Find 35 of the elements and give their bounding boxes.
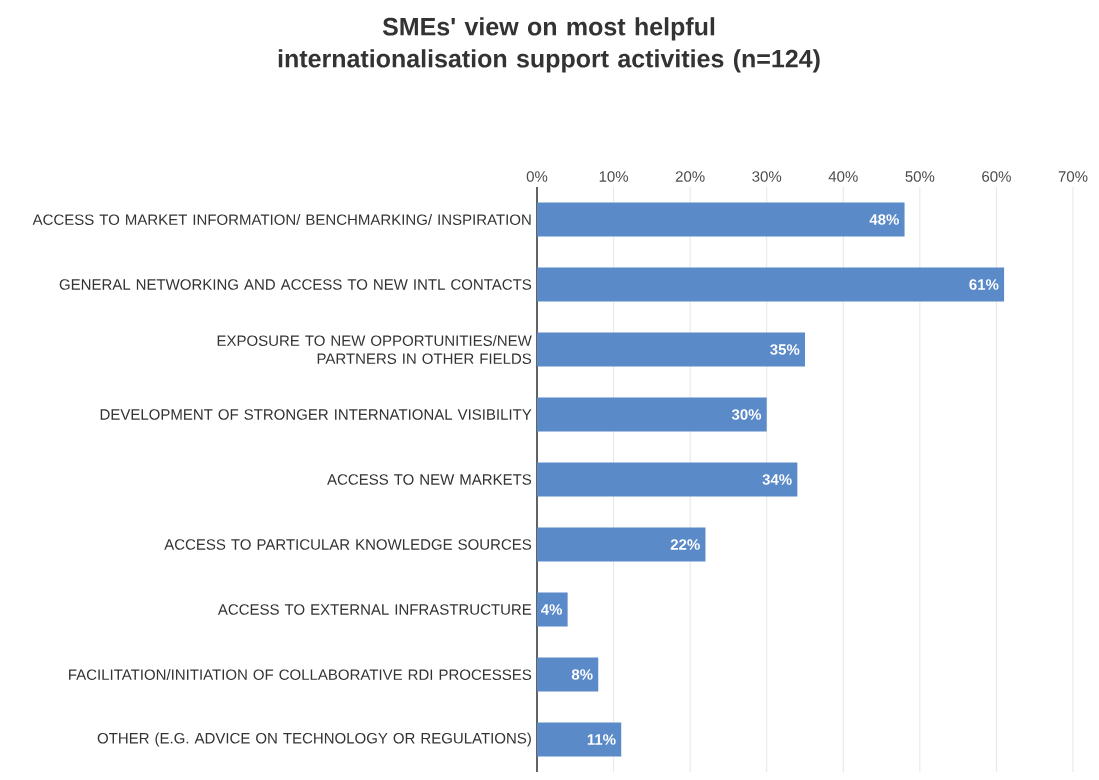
data-label: 22% — [670, 539, 700, 550]
bar — [537, 267, 1005, 302]
y-tick-label: DEVELOPMENT OF STRONGER INTERNATIONAL VISIBILITY — [100, 409, 532, 420]
bar — [537, 657, 599, 692]
y-tick-label: EXPOSURE TO NEW OPPORTUNITIES/NEW PARTNERS IN OTHER FIELDS — [217, 335, 532, 365]
x-tick-label: 20% — [675, 171, 705, 182]
x-tick-label: 50% — [905, 171, 935, 182]
data-label: 35% — [770, 344, 800, 355]
x-tick-label: 0% — [526, 171, 548, 182]
data-label: 11% — [587, 734, 616, 745]
data-label: 4% — [540, 604, 563, 615]
bar — [537, 397, 767, 432]
x-tick-label: 10% — [599, 171, 629, 182]
y-tick-label: FACILITATION/INITIATION OF COLLABORATIVE RDI PROCESSES — [69, 669, 532, 681]
x-tick-label: 30% — [752, 171, 782, 182]
x-tick-label: 70% — [1058, 171, 1088, 182]
y-tick-label: GENERAL NETWORKING AND ACCESS TO NEW INTL CONTACTS — [59, 279, 532, 290]
data-label: 61% — [969, 279, 999, 290]
y-tick-label: ACCESS TO PARTICULAR KNOWLEDGE SOURCES — [164, 539, 532, 550]
bar — [537, 202, 905, 237]
bar — [537, 462, 798, 497]
x-tick-label: 40% — [828, 171, 858, 182]
data-label: 48% — [869, 214, 899, 225]
bar — [537, 332, 805, 367]
chart-title: SMEs' view on most helpful internationalisation support activities (n=124) — [278, 17, 820, 73]
x-tick-label: 60% — [982, 171, 1011, 182]
data-label: 34% — [762, 474, 792, 485]
bar — [537, 722, 622, 757]
y-tick-label: ACCESS TO MARKET INFORMATION/ BENCHMARKING/ INSPIRATION — [32, 214, 531, 226]
y-tick-label: ACCESS TO NEW MARKETS — [327, 474, 532, 485]
data-label: 30% — [731, 409, 762, 420]
y-tick-label: ACCESS TO EXTERNAL INFRASTRUCTURE — [217, 604, 532, 615]
y-tick-label: OTHER (E.G. ADVICE ON TECHNOLOGY OR REGULATIONS) — [97, 732, 531, 747]
bar — [537, 527, 706, 562]
data-label: 8% — [571, 669, 593, 680]
